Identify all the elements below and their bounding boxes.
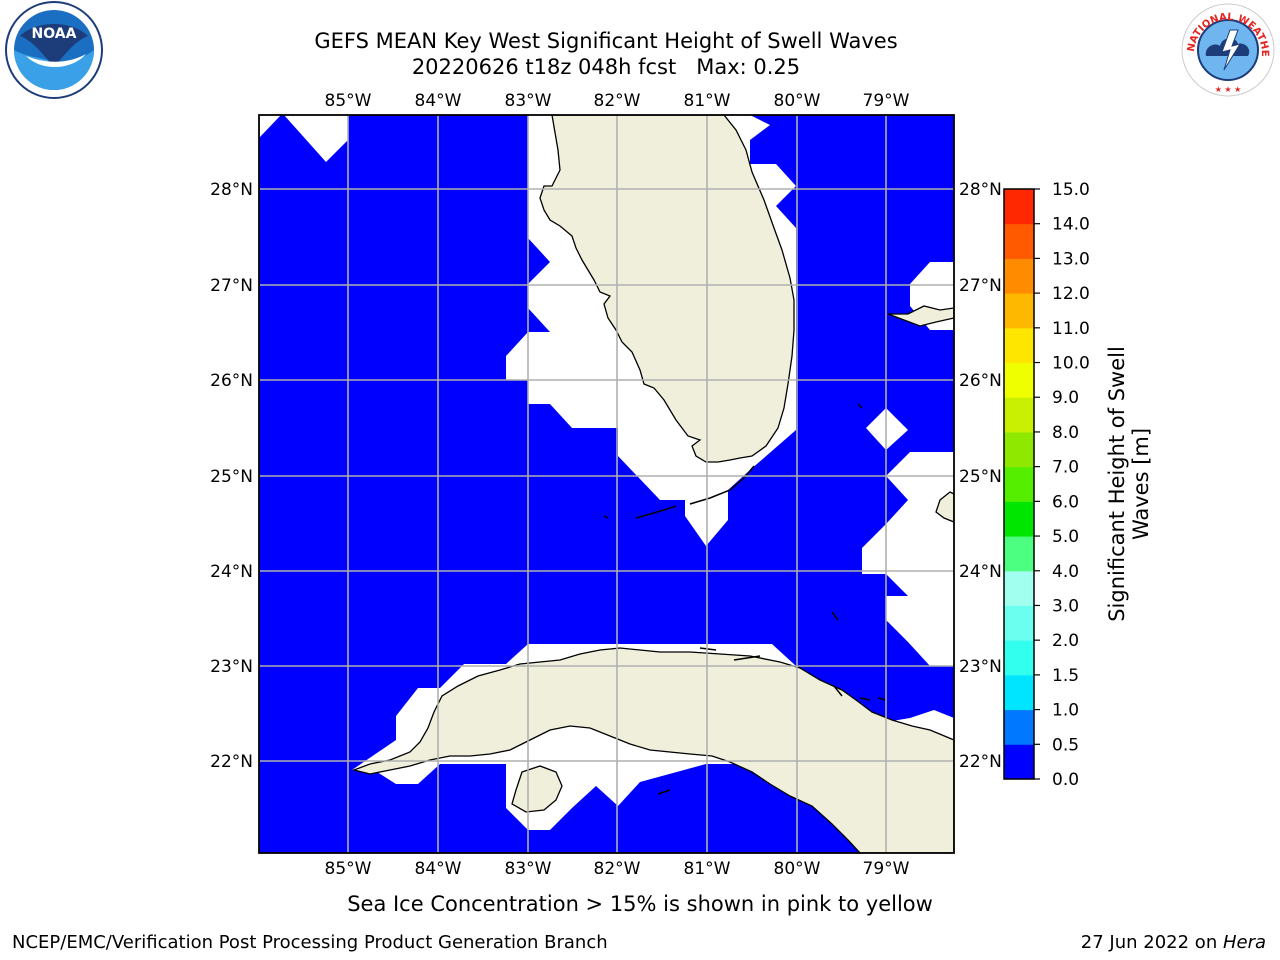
colorbar-segment [1004,293,1034,329]
map-area [259,115,954,853]
graticule [259,115,954,853]
lat-label-right: 23°N [959,657,1002,677]
colorbar-label: Significant Height of Swell Waves [m] [1105,346,1153,622]
lat-label-right: 27°N [959,276,1002,296]
colorbar-segment [1004,709,1034,745]
colorbar-tick-label: 7.0 [1052,458,1079,478]
lon-label-top: 84°W [415,91,462,111]
colorbar-tick-label: 8.0 [1052,423,1079,443]
lat-label-right: 26°N [959,371,1002,391]
footer-date-text: 27 Jun 2022 on [1080,932,1223,953]
lon-label-top: 79°W [863,91,910,111]
colorbar-tick-label: 0.0 [1052,770,1079,790]
colorbar-tick-label: 14.0 [1052,215,1090,235]
lat-label-right: 25°N [959,467,1002,487]
colorbar-tick-label: 3.0 [1052,596,1079,616]
lon-label-bottom: 80°W [774,859,821,879]
colorbar-label-line-1: Significant Height of Swell [1105,346,1129,622]
footer-host: Hera [1222,932,1266,953]
title-line-2: 20220626 t18z 048h fcst Max: 0.25 [411,55,801,79]
chart-title: GEFS MEAN Key West Significant Height of… [0,28,1212,80]
colorbar-tick-label: 1.5 [1052,666,1079,686]
colorbar-label-line-2: Waves [m] [1129,428,1153,540]
lat-label-right: 28°N [959,180,1002,200]
colorbar-segment [1004,189,1034,225]
lat-labels-right: 28°N 27°N 26°N 25°N 24°N 23°N 22°N [959,180,1002,772]
lon-label-top: 80°W [774,91,821,111]
colorbar-segment [1004,501,1034,537]
colorbar-segment [1004,397,1034,433]
island-outlines [603,403,887,795]
title-line-1: GEFS MEAN Key West Significant Height of… [314,29,898,53]
lon-label-top: 82°W [594,91,641,111]
colorbar-tick-label: 10.0 [1052,354,1090,374]
colorbar-segment [1004,605,1034,641]
lon-label-bottom: 79°W [863,859,910,879]
colorbar-tick-label: 11.0 [1052,319,1090,339]
colorbar-tick-label: 0.5 [1052,735,1079,755]
lon-label-bottom: 82°W [594,859,641,879]
colorbar-segment [1004,223,1034,259]
colorbar-ticks: 0.0 0.5 1.0 1.5 2.0 3.0 4.0 5.0 6.0 7.0 8.0 9.0 10.0… [1034,180,1090,790]
colorbar-segment [1004,640,1034,676]
colorbar-segment [1004,536,1034,572]
lon-label-top: 81°W [684,91,731,111]
lon-label-bottom: 83°W [505,859,552,879]
lat-label-left: 23°N [210,657,253,677]
colorbar-segment [1004,431,1034,468]
colorbar-frame [1003,188,1035,780]
colorbar-tick-label: 5.0 [1052,527,1079,547]
lat-label-left: 22°N [210,752,253,772]
lon-label-top: 83°W [505,91,552,111]
colorbar-tick-label: 9.0 [1052,388,1079,408]
colorbar-segment [1004,362,1034,398]
footer-credit: NCEP/EMC/Verification Post Processing Pr… [12,932,608,953]
colorbar-segment [1004,570,1034,606]
land-cuba [351,647,954,853]
lat-label-right: 24°N [959,562,1002,582]
land-bahamas-andros [935,491,954,523]
lat-label-left: 24°N [210,562,253,582]
lat-label-left: 25°N [210,467,253,487]
land-isla-juventud [511,765,563,813]
nws-logo-stars: ★ ★ ★ [1215,85,1242,94]
colorbar-segment [1004,466,1034,502]
nws-logo: NATIONAL WEATHER SERVICE ★ ★ ★ [1178,0,1275,97]
noaa-logo: NOAA [5,1,103,99]
colorbar-tick-label: 2.0 [1052,631,1079,651]
lat-labels-left: 28°N 27°N 26°N 25°N 24°N 23°N 22°N [210,180,253,772]
land-bahamas-grand [887,305,954,327]
lon-label-bottom: 81°W [684,859,731,879]
colorbar-tick-label: 15.0 [1052,180,1090,200]
noaa-logo-text: NOAA [32,26,77,42]
colorbar-tick-label: 12.0 [1052,284,1090,304]
colorbar-tick-label: 13.0 [1052,249,1090,269]
colorbar-tick-label: 4.0 [1052,562,1079,582]
footer-date: 27 Jun 2022 on Hera [1081,932,1266,953]
colorbar [1004,189,1034,780]
colorbar-segment [1004,327,1034,364]
lat-label-left: 28°N [210,180,253,200]
colorbar-segment [1004,744,1034,780]
colorbar-segment [1004,674,1034,711]
map-frame [258,114,955,854]
lon-label-bottom: 84°W [415,859,462,879]
lat-label-right: 22°N [959,752,1002,772]
lon-label-bottom: 85°W [325,859,372,879]
lon-labels-top: 85°W 84°W 83°W 82°W 81°W 80°W 79°W [325,91,910,111]
lat-label-left: 27°N [210,276,253,296]
sea-ice-caption: Sea Ice Concentration > 15% is shown in … [347,892,933,916]
colorbar-tick-label: 6.0 [1052,492,1079,512]
lon-label-top: 85°W [325,91,372,111]
colorbar-segment [1004,258,1034,294]
lon-labels-bottom: 85°W 84°W 83°W 82°W 81°W 80°W 79°W [325,859,910,879]
lat-label-left: 26°N [210,371,253,391]
colorbar-tick-label: 1.0 [1052,701,1079,721]
